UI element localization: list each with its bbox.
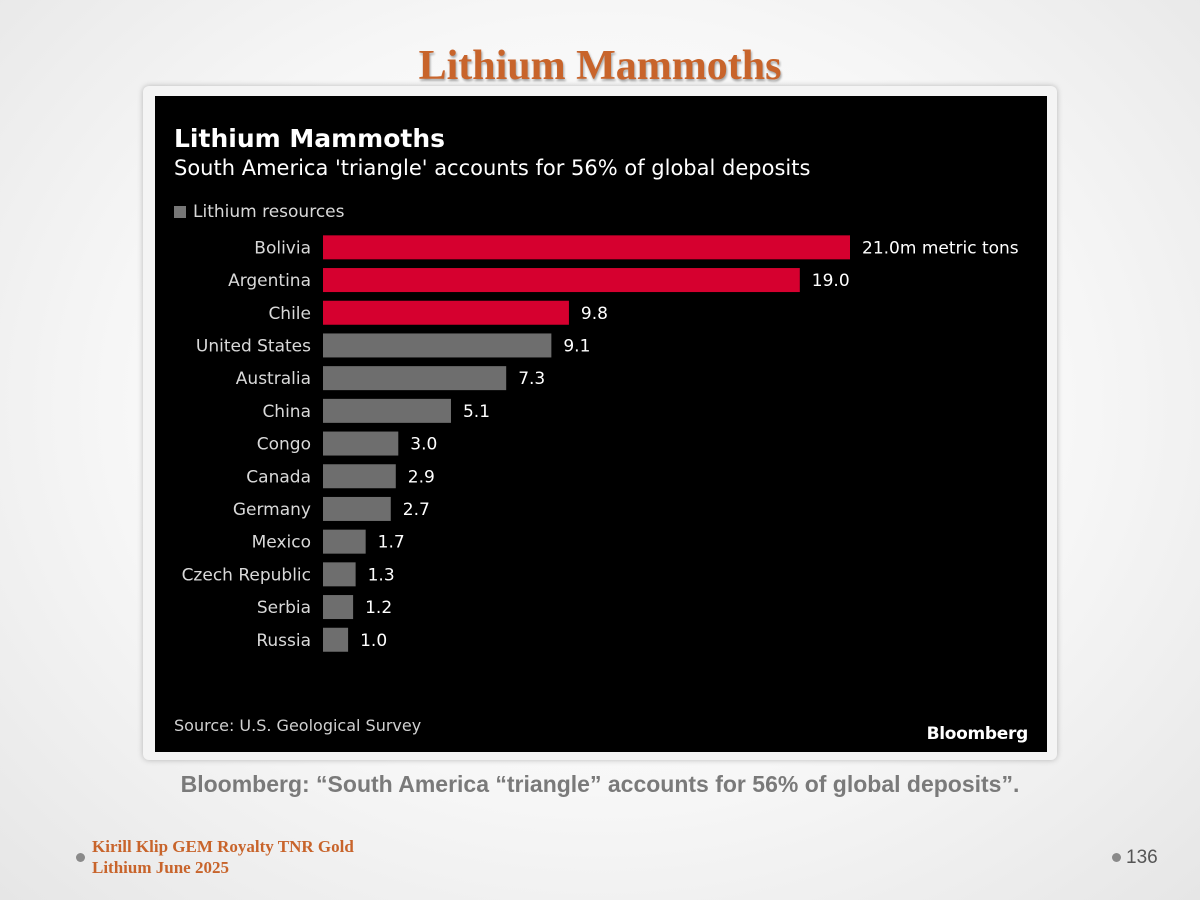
category-label: Czech Republic [182,565,311,585]
bar-chart-plot: Bolivia 21.0m metric tons Argentina 19.0 Chi… [182,235,1019,652]
page-bullet-icon [1112,853,1121,862]
bar-canada [323,464,396,489]
legend-label: Lithium resources [193,202,345,222]
value-label: 2.9 [408,467,435,487]
chart-panel: Lithium Mammoths South America 'triangle… [155,96,1047,752]
category-label: Serbia [257,598,311,618]
bar-australia [323,366,507,391]
bar-china [323,398,451,423]
bar-argentina [323,268,800,293]
value-label: 2.7 [403,500,430,520]
category-label: Australia [236,369,311,389]
category-label: Russia [256,631,311,651]
chart-title: Lithium Mammoths [174,124,446,153]
category-label: United States [196,336,311,356]
value-label: 1.7 [378,533,405,553]
value-label: 21.0m metric tons [862,238,1019,258]
footer-bullet-icon [76,853,85,862]
category-label: Congo [257,435,311,455]
value-label: 1.0 [360,631,387,651]
footer-line-2: Lithium June 2025 [92,858,229,877]
value-label: 7.3 [518,369,545,389]
footer-text: Kirill Klip GEM Royalty TNR Gold Lithium… [92,836,354,878]
slide-caption: Bloomberg: “South America “triangle” acc… [180,771,1020,797]
category-label: Argentina [228,271,311,291]
page-number: 136 [1126,847,1158,868]
chart-legend: Lithium resources [174,202,344,222]
bar-serbia [323,595,354,620]
value-label: 5.1 [463,402,490,422]
bar-chile [323,300,569,325]
category-label: Canada [246,467,311,487]
value-label: 9.8 [581,304,608,324]
value-label: 9.1 [563,336,590,356]
bloomberg-logo: Bloomberg [926,724,1029,744]
category-label: Mexico [252,533,311,553]
category-label: Bolivia [254,238,311,258]
footer-line-1: Kirill Klip GEM Royalty TNR Gold [92,837,354,856]
bar-czech-republic [323,562,356,587]
bar-mexico [323,529,366,554]
bar-bolivia [323,235,850,260]
bar-united-states [323,333,552,358]
slide-title: Lithium Mammoths [418,43,782,89]
category-label: China [262,402,311,422]
value-label: 3.0 [410,435,437,455]
chart-subtitle: South America 'triangle' accounts for 56… [174,156,811,180]
value-label: 1.3 [368,565,395,585]
bar-russia [323,627,349,652]
value-label: 1.2 [365,598,392,618]
legend-swatch [174,206,186,218]
value-label: 19.0 [812,271,850,291]
category-label: Chile [268,304,311,324]
chart-source: Source: U.S. Geological Survey [174,716,422,735]
category-label: Germany [233,500,311,520]
bar-congo [323,431,399,456]
bar-germany [323,496,391,521]
